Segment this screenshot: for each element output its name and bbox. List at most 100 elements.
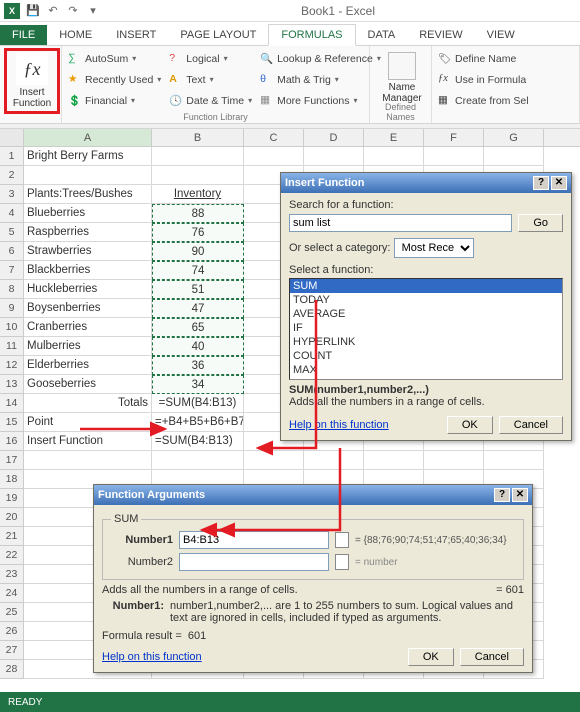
number2-input[interactable]	[179, 553, 329, 571]
search-input[interactable]	[289, 214, 512, 232]
function-option[interactable]: IF	[290, 321, 562, 335]
go-button[interactable]: Go	[518, 214, 563, 232]
cell-A15[interactable]: Point	[24, 413, 152, 432]
text-button[interactable]: AText▾	[167, 69, 254, 90]
tab-insert[interactable]: INSERT	[104, 25, 168, 45]
cell-B15[interactable]: =+B4+B5+B6+B7	[152, 413, 244, 432]
function-option[interactable]: SUM	[290, 279, 562, 293]
text-icon: A	[169, 73, 183, 87]
cell-F17[interactable]	[424, 451, 484, 470]
use-in-formula-button[interactable]: ƒxUse in Formula	[436, 69, 575, 90]
cell-A12[interactable]: Elderberries	[24, 356, 152, 375]
tab-pagelayout[interactable]: PAGE LAYOUT	[168, 25, 268, 45]
cell-A1[interactable]: Bright Berry Farms	[24, 147, 152, 166]
cell-E1[interactable]	[364, 147, 424, 166]
cell-B3[interactable]: Inventory	[152, 185, 244, 204]
redo-icon[interactable]: ↷	[66, 4, 80, 18]
cell-G1[interactable]	[484, 147, 544, 166]
create-from-selection-button[interactable]: ▦Create from Sel	[436, 90, 575, 111]
close-icon[interactable]: ✕	[551, 176, 567, 190]
cell-A13[interactable]: Gooseberries	[24, 375, 152, 394]
cell-A5[interactable]: Raspberries	[24, 223, 152, 242]
mathtrig-button[interactable]: θMath & Trig▾	[258, 69, 383, 90]
tab-home[interactable]: HOME	[47, 25, 104, 45]
cell-A14[interactable]: Totals	[24, 394, 152, 413]
close-icon[interactable]: ✕	[512, 488, 528, 502]
cancel-button[interactable]: Cancel	[499, 416, 563, 434]
insert-function-button[interactable]: ƒx Insert Function	[4, 48, 60, 114]
cell-B12[interactable]: 36	[152, 356, 244, 375]
function-option[interactable]: TODAY	[290, 293, 562, 307]
help-icon[interactable]: ?	[494, 488, 510, 502]
save-icon[interactable]: 💾	[26, 4, 40, 18]
cell-A16[interactable]: Insert Function	[24, 432, 152, 451]
cell-A8[interactable]: Huckleberries	[24, 280, 152, 299]
cell-B16[interactable]: =SUM(B4:B13)	[152, 432, 244, 451]
tag-icon: 🏷	[438, 52, 452, 66]
cell-F1[interactable]	[424, 147, 484, 166]
qat-more-icon[interactable]: ▾	[86, 4, 100, 18]
cell-B5[interactable]: 76	[152, 223, 244, 242]
lookup-button[interactable]: 🔍Lookup & Reference▾	[258, 48, 383, 69]
collapse-dialog-icon[interactable]	[335, 532, 349, 548]
cell-C1[interactable]	[244, 147, 304, 166]
define-name-button[interactable]: 🏷Define Name	[436, 48, 575, 69]
cell-B10[interactable]: 65	[152, 318, 244, 337]
cell-B8[interactable]: 51	[152, 280, 244, 299]
category-select[interactable]: Most Recen	[394, 238, 474, 258]
function-option[interactable]: COUNT	[290, 349, 562, 363]
cell-A7[interactable]: Blackberries	[24, 261, 152, 280]
function-option[interactable]: AVERAGE	[290, 307, 562, 321]
cell-B17[interactable]	[152, 451, 244, 470]
recently-used-button[interactable]: ★Recently Used▾	[66, 69, 163, 90]
cell-A11[interactable]: Mulberries	[24, 337, 152, 356]
financial-button[interactable]: 💲Financial▾	[66, 90, 163, 111]
syntax-label: SUM(number1,number2,...)	[289, 384, 563, 396]
cell-B7[interactable]: 74	[152, 261, 244, 280]
cell-B9[interactable]: 47	[152, 299, 244, 318]
help-link[interactable]: Help on this function	[102, 651, 202, 663]
cell-E17[interactable]	[364, 451, 424, 470]
cell-A3[interactable]: Plants:Trees/Bushes	[24, 185, 152, 204]
cell-C17[interactable]	[244, 451, 304, 470]
more-functions-button[interactable]: ▦More Functions▾	[258, 90, 383, 111]
cell-A10[interactable]: Cranberries	[24, 318, 152, 337]
tab-review[interactable]: REVIEW	[407, 25, 474, 45]
help-link[interactable]: Help on this function	[289, 419, 389, 431]
logical-button[interactable]: ?Logical▾	[167, 48, 254, 69]
tab-file[interactable]: FILE	[0, 25, 47, 45]
cell-B6[interactable]: 90	[152, 242, 244, 261]
tab-view[interactable]: VIEW	[475, 25, 527, 45]
cell-G17[interactable]	[484, 451, 544, 470]
sum-legend: SUM	[111, 513, 141, 525]
collapse-dialog-icon[interactable]	[335, 554, 349, 570]
ok-button[interactable]: OK	[447, 416, 493, 434]
function-option[interactable]: HYPERLINK	[290, 335, 562, 349]
cell-A9[interactable]: Boysenberries	[24, 299, 152, 318]
cell-D17[interactable]	[304, 451, 364, 470]
cell-B14[interactable]: =SUM(B4:B13)	[152, 394, 244, 413]
cell-A6[interactable]: Strawberries	[24, 242, 152, 261]
cell-D1[interactable]	[304, 147, 364, 166]
undo-icon[interactable]: ↶	[46, 4, 60, 18]
number1-input[interactable]	[179, 531, 329, 549]
function-option[interactable]: MAX	[290, 363, 562, 377]
cell-B11[interactable]: 40	[152, 337, 244, 356]
cell-A17[interactable]	[24, 451, 152, 470]
cell-B1[interactable]	[152, 147, 244, 166]
cell-A4[interactable]: Blueberries	[24, 204, 152, 223]
cell-B13[interactable]: 34	[152, 375, 244, 394]
datetime-button[interactable]: 🕓Date & Time▾	[167, 90, 254, 111]
autosum-button[interactable]: ∑AutoSum▾	[66, 48, 163, 69]
help-icon[interactable]: ?	[533, 176, 549, 190]
cell-B4[interactable]: 88	[152, 204, 244, 223]
tab-formulas[interactable]: FORMULAS	[268, 24, 355, 46]
cell-B2[interactable]	[152, 166, 244, 185]
inline-result: = 601	[496, 584, 524, 596]
ok-button[interactable]: OK	[408, 648, 454, 666]
cell-A2[interactable]	[24, 166, 152, 185]
tab-data[interactable]: DATA	[356, 25, 408, 45]
name-manager-button[interactable]: Name Manager	[374, 48, 430, 104]
cancel-button[interactable]: Cancel	[460, 648, 524, 666]
function-list[interactable]: SUMTODAYAVERAGEIFHYPERLINKCOUNTMAX	[289, 278, 563, 380]
